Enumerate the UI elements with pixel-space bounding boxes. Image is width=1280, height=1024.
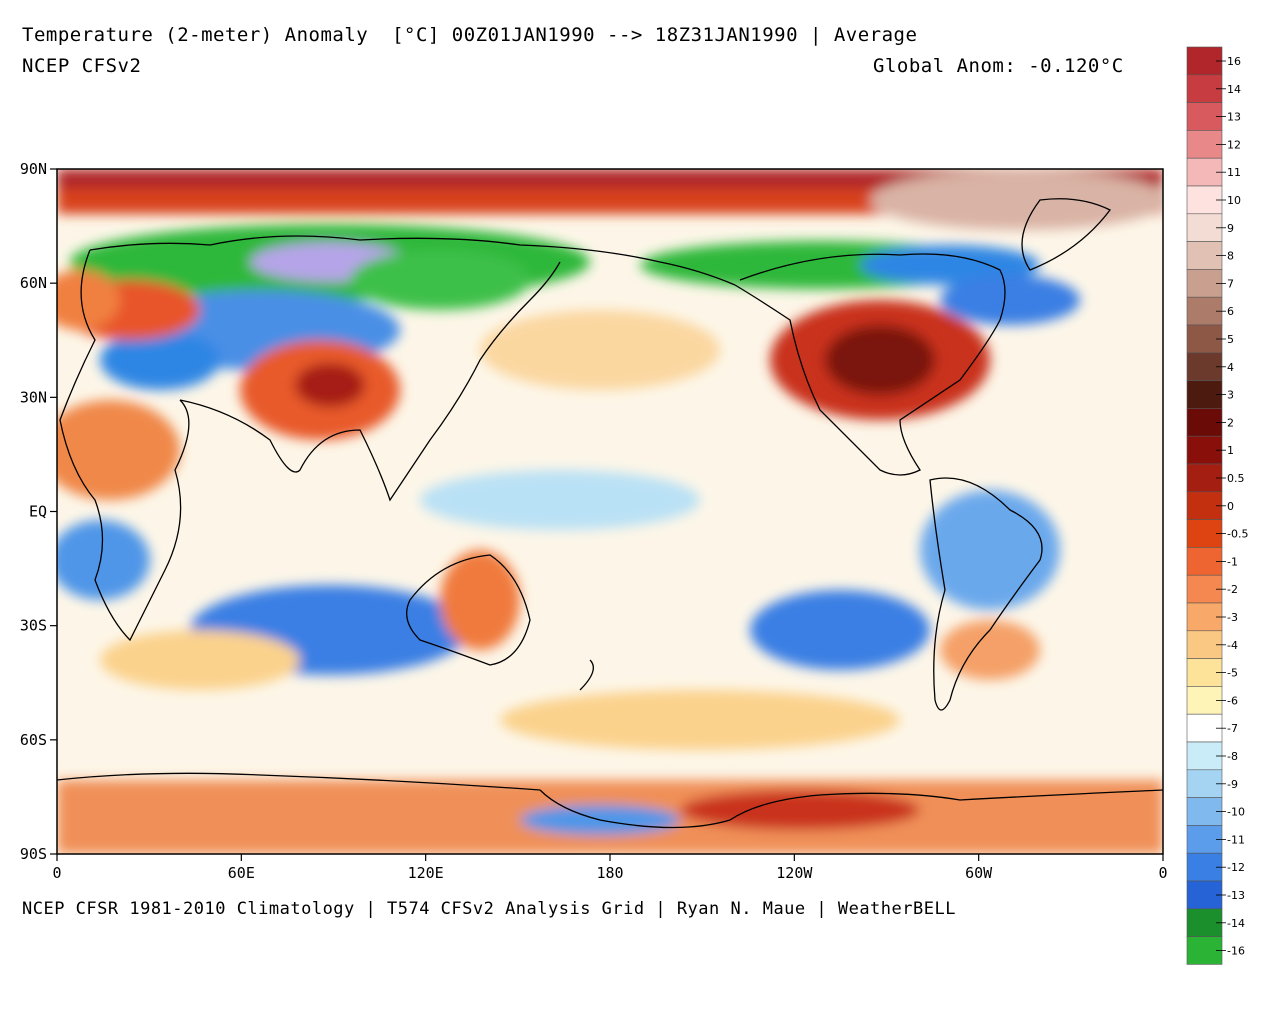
longitude-axis: 0 60E 120E 180 120W 60W 0 [52,854,1168,882]
footer-credits: NCEP CFSR 1981-2010 Climatology | T574 C… [22,899,956,919]
legend-label: 0.5 [1227,472,1245,485]
legend-label: 16 [1227,55,1241,68]
legend-label: -6 [1227,694,1238,707]
map-field [57,169,1163,854]
lat-label: EQ [29,503,47,521]
legend-label: 3 [1227,389,1234,402]
lon-label: 60W [965,864,993,882]
legend-label: 1 [1227,444,1234,457]
lon-label: 0 [52,864,61,882]
legend-swatch [1186,74,1223,103]
model-label: NCEP CFSv2 [22,55,142,77]
legend-label: -1 [1227,555,1238,568]
global-anomaly: Global Anom: -0.120°C [873,55,1124,77]
legend-label: -16 [1227,945,1245,958]
legend-label: 11 [1227,166,1241,179]
legend-label: -11 [1227,833,1245,846]
lon-label: 180 [596,864,623,882]
chart-title: Temperature (2-meter) Anomaly [°C] 00Z01… [22,24,918,46]
lon-label: 120E [408,864,444,882]
legend-label: 2 [1227,416,1234,429]
legend-label: 5 [1227,333,1234,346]
legend-label: 12 [1227,138,1241,151]
legend-label: -12 [1227,861,1245,874]
legend-label: -0.5 [1227,528,1248,541]
legend-label: -9 [1227,778,1238,791]
legend-label: -7 [1227,722,1238,735]
legend-label: -2 [1227,583,1238,596]
lon-label: 120W [776,864,813,882]
legend-label: -8 [1227,750,1238,763]
legend-label: -13 [1227,889,1245,902]
legend-label: 7 [1227,277,1234,290]
lat-label: 60N [20,274,47,292]
legend-label: -3 [1227,611,1238,624]
legend-label: -14 [1227,917,1245,930]
legend-label: 4 [1227,361,1234,374]
legend-label: -5 [1227,667,1238,680]
lat-label: 30N [20,388,47,406]
lat-label: 90N [20,160,47,178]
legend-label: 6 [1227,305,1234,318]
legend-label: 9 [1227,222,1234,235]
legend-label: -4 [1227,639,1238,652]
legend-label: 10 [1227,194,1241,207]
legend-label: -10 [1227,806,1245,819]
legend-label: 8 [1227,250,1234,263]
legend-label: 0 [1227,500,1234,513]
legend-label: 13 [1227,111,1241,124]
lat-label: 30S [20,617,47,635]
latitude-axis: 90N 60N 30N EQ 30S 60S 90S [20,160,57,863]
lon-label: 60E [228,864,255,882]
legend-label: 14 [1227,83,1241,96]
lon-label: 0 [1158,864,1167,882]
lat-label: 90S [20,845,47,863]
coastlines [57,198,1163,829]
lat-label: 60S [20,731,47,749]
legend-swatch [1186,852,1223,882]
